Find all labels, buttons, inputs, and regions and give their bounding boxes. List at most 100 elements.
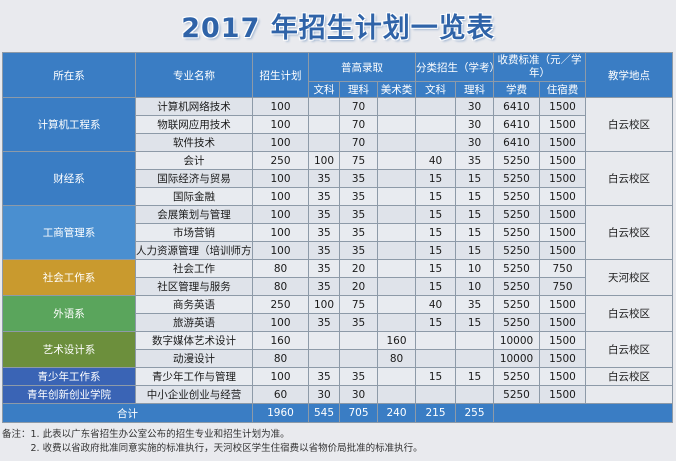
plan-cell: 100 (252, 97, 309, 116)
dept-cell: 艺术设计系 (2, 331, 136, 368)
fine-arts-cell (376, 259, 417, 278)
plan-cell: 100 (252, 205, 309, 224)
tuition-cell: 5250 (493, 205, 541, 224)
classify-arts-cell: 40 (415, 295, 457, 314)
classify-arts-cell: 15 (415, 223, 457, 242)
tuition-cell: 5250 (493, 151, 541, 170)
plan-cell: 100 (252, 169, 309, 188)
dorm-cell: 1500 (539, 187, 587, 206)
dorm-cell: 1500 (539, 295, 587, 314)
fine-arts-cell (376, 97, 417, 116)
plan-cell: 80 (252, 277, 309, 296)
major-cell: 会计 (135, 151, 253, 170)
major-cell: 人力资源管理（培训师方向） (135, 241, 253, 260)
arts-cell: 35 (308, 259, 340, 278)
sci-cell: 35 (339, 205, 378, 224)
major-cell: 中小企业创业与经营 (135, 385, 253, 404)
classify-sci-cell: 30 (455, 97, 495, 116)
tuition-cell: 5250 (493, 313, 541, 332)
arts-cell (308, 331, 340, 350)
major-cell: 会展策划与管理 (135, 205, 253, 224)
arts-cell: 30 (308, 385, 340, 404)
fine-arts-cell (376, 205, 417, 224)
classify-arts-cell (415, 349, 457, 368)
arts-cell (308, 97, 340, 116)
total-label: 合计 (2, 403, 253, 423)
table-row: 工商管理系 会展策划与管理 100 35 35 15 15 5250 1500 白云校区 (2, 205, 674, 260)
dept-cell: 外语系 (2, 295, 136, 332)
header-sci2: 理科 (455, 81, 495, 98)
enrollment-plan-table: 所在系 专业名称 招生计划 普高录取 分类招生（学考） 收费标准（元／学年） 教… (2, 52, 674, 423)
note-2: 2. 收费以省政府批准同意实施的标准执行，天河校区学生住宿费以省物价局批准的标准… (2, 443, 423, 454)
total-classify-sci: 255 (455, 403, 495, 423)
classify-sci-cell: 15 (455, 313, 495, 332)
classify-arts-cell: 15 (415, 313, 457, 332)
dorm-cell: 1500 (539, 151, 587, 170)
arts-cell: 100 (308, 151, 340, 170)
classify-arts-cell (415, 331, 457, 350)
classify-sci-cell: 15 (455, 223, 495, 242)
major-cell: 数字媒体艺术设计 (135, 331, 253, 350)
fine-arts-cell (376, 295, 417, 314)
table-row: 旅游英语 100 35 35 15 15 5250 1500 (3, 313, 673, 332)
fine-arts-cell (376, 385, 417, 404)
dept-cell: 青年创新创业学院 (2, 385, 136, 404)
major-cell: 青少年工作与管理 (135, 367, 253, 386)
tuition-cell: 5250 (493, 385, 541, 404)
total-row: 合计 1960 545 705 240 215 255 (2, 403, 674, 423)
page-title: 2017 年招生计划一览表 (181, 13, 495, 44)
table-row: 外语系 商务英语 250 100 75 40 35 5250 1500 白云校区 (2, 295, 674, 332)
header-fine-arts: 美术类 (376, 81, 417, 98)
campus-cell: 白云校区 (585, 367, 674, 386)
tuition-cell: 5250 (493, 259, 541, 278)
dorm-cell: 1500 (539, 205, 587, 224)
dorm-cell: 1500 (539, 97, 587, 116)
fine-arts-cell (376, 151, 417, 170)
major-cell: 社区管理与服务 (135, 277, 253, 296)
table-row: 计算机工程系 计算机网络技术 100 70 30 6410 1500 白云校区 (2, 97, 674, 152)
classify-sci-cell: 15 (455, 241, 495, 260)
classify-sci-cell: 35 (455, 151, 495, 170)
tuition-cell: 5250 (493, 367, 541, 386)
dorm-cell: 1500 (539, 313, 587, 332)
arts-cell: 35 (308, 169, 340, 188)
dept-cell: 青少年工作系 (2, 367, 136, 386)
dorm-cell: 1500 (539, 385, 587, 404)
tuition-cell: 6410 (493, 97, 541, 116)
fine-arts-cell (376, 187, 417, 206)
arts-cell: 35 (308, 205, 340, 224)
tuition-cell: 10000 (493, 349, 541, 368)
table-row: 青少年工作系 青少年工作与管理 100 35 35 15 15 5250 1500 白云校区 (2, 367, 674, 386)
total-sci: 705 (339, 403, 378, 423)
classify-arts-cell (415, 115, 457, 134)
sci-cell (339, 331, 378, 350)
total-empty (493, 403, 674, 423)
classify-sci-cell (455, 385, 495, 404)
classify-arts-cell (415, 385, 457, 404)
tuition-cell: 5250 (493, 187, 541, 206)
plan-cell: 250 (252, 151, 309, 170)
tuition-cell: 10000 (493, 331, 541, 350)
sci-cell: 35 (339, 169, 378, 188)
campus-cell: 天河校区 (585, 259, 674, 296)
table-row: 市场营销 100 35 35 15 15 5250 1500 (3, 223, 673, 242)
dorm-cell: 1500 (539, 133, 587, 152)
arts-cell: 35 (308, 277, 340, 296)
classify-sci-cell (455, 331, 495, 350)
table-body: 计算机工程系 计算机网络技术 100 70 30 6410 1500 白云校区 物联网应用技术 1… (2, 97, 674, 423)
header-fee-std: 收费标准（元／学年） (493, 52, 587, 82)
fine-arts-cell (376, 313, 417, 332)
tuition-cell: 5250 (493, 295, 541, 314)
fine-arts-cell: 80 (376, 349, 417, 368)
table-row: 青年创新创业学院 中小企业创业与经营 60 30 30 5250 1500 (2, 385, 674, 404)
dorm-cell: 1500 (539, 115, 587, 134)
fine-arts-cell (376, 169, 417, 188)
fine-arts-cell (376, 223, 417, 242)
note-1: 备注：1. 此表以广东省招生办公室公布的招生专业和招生计划为准。 (2, 429, 290, 440)
arts-cell: 100 (308, 295, 340, 314)
classify-sci-cell: 10 (455, 259, 495, 278)
campus-cell: 白云校区 (585, 205, 674, 260)
dorm-cell: 750 (539, 259, 587, 278)
plan-cell: 160 (252, 331, 309, 350)
arts-cell: 35 (308, 241, 340, 260)
